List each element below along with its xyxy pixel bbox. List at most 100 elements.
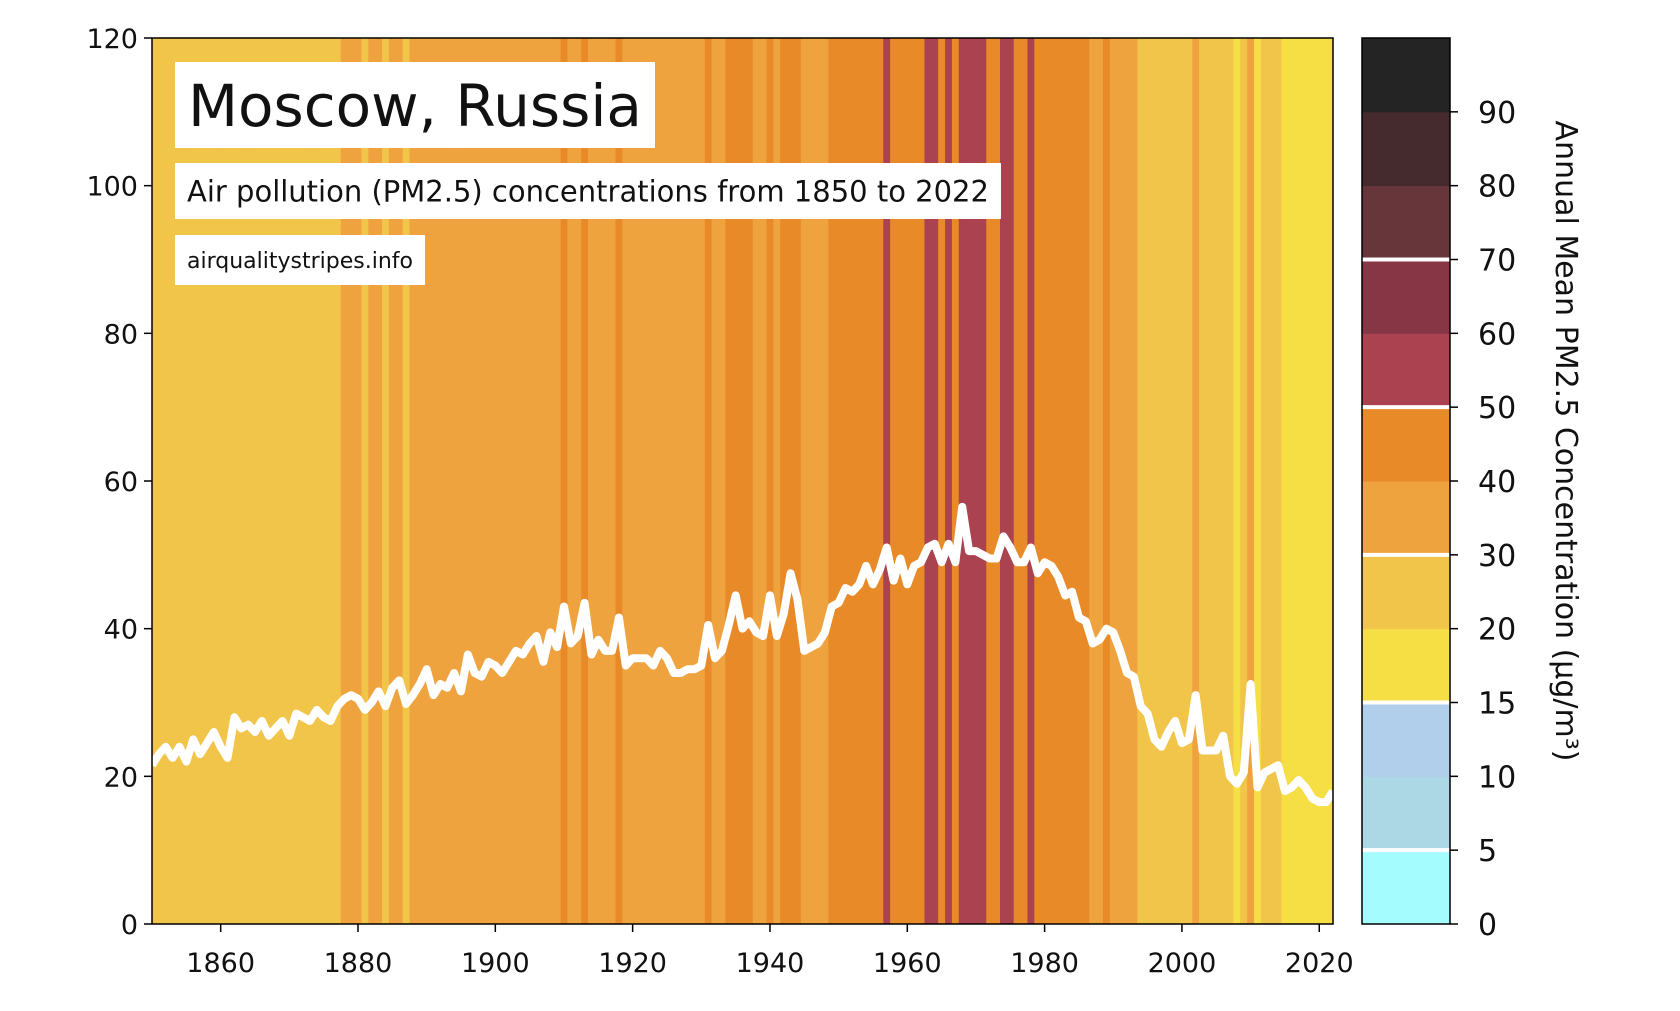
stripe <box>999 38 1008 924</box>
stripe <box>1178 38 1186 924</box>
x-tick-label: 1960 <box>873 948 942 979</box>
stripe <box>292 38 301 924</box>
stripe <box>787 38 795 924</box>
stripe <box>464 38 472 924</box>
stripe <box>354 38 363 924</box>
colorbar-segment <box>1362 185 1450 260</box>
stripe <box>697 38 706 924</box>
stripe <box>903 38 912 924</box>
stripe <box>182 38 191 924</box>
x-tick-label: 1920 <box>598 948 667 979</box>
stripe <box>883 38 891 924</box>
stripe <box>835 38 843 924</box>
y-tick-label: 100 <box>86 172 138 203</box>
stripe <box>395 38 404 924</box>
stripe <box>196 38 205 924</box>
stripe <box>169 38 177 924</box>
stripe <box>423 38 431 924</box>
stripe <box>958 38 967 924</box>
stripe <box>1041 38 1049 924</box>
stripe <box>320 38 328 924</box>
stripe <box>409 38 417 924</box>
stripe <box>862 38 871 924</box>
stripe <box>533 38 541 924</box>
colorbar-segment <box>1362 481 1450 556</box>
stripe <box>780 38 788 924</box>
stripe <box>1102 38 1111 924</box>
stripe <box>1226 38 1235 924</box>
colorbar-label: Annual Mean PM2.5 Concentration (µg/m³) <box>1548 121 1583 762</box>
stripe <box>656 38 665 924</box>
stripe <box>986 38 994 924</box>
stripe <box>299 38 308 924</box>
stripe <box>684 38 692 924</box>
stripe <box>848 38 857 924</box>
stripe <box>642 38 651 924</box>
y-tick-label: 80 <box>104 319 138 350</box>
stripe <box>1205 38 1214 924</box>
stripe <box>910 38 919 924</box>
stripe <box>752 38 761 924</box>
stripe <box>402 38 411 924</box>
stripe <box>251 38 260 924</box>
stripe <box>732 38 740 924</box>
stripe <box>491 38 500 924</box>
colorbar-tick-label: 60 <box>1478 317 1516 352</box>
stripe <box>1199 38 1207 924</box>
stripe <box>1048 38 1056 924</box>
stripe <box>1171 38 1180 924</box>
stripe <box>1034 38 1042 924</box>
stripe <box>1267 38 1276 924</box>
stripe <box>1233 38 1241 924</box>
stripe <box>258 38 266 924</box>
stripe <box>430 38 438 924</box>
stripe <box>1020 38 1029 924</box>
stripe <box>368 38 376 924</box>
stripe <box>519 38 527 924</box>
stripe <box>512 38 520 924</box>
stripe <box>1006 38 1015 924</box>
stripe <box>821 38 829 924</box>
stripe <box>890 38 898 924</box>
stripe <box>1212 38 1221 924</box>
stripe <box>1295 38 1303 924</box>
stripe <box>725 38 733 924</box>
stripe <box>663 38 672 924</box>
stripe <box>1130 38 1138 924</box>
stripe <box>443 38 452 924</box>
stripe <box>1116 38 1125 924</box>
stripe <box>306 38 314 924</box>
stripe <box>691 38 699 924</box>
stripe <box>814 38 823 924</box>
stripe <box>1089 38 1097 924</box>
stripe <box>1144 38 1152 924</box>
stripe <box>945 38 953 924</box>
x-tick-label: 1880 <box>324 948 393 979</box>
colorbar-tick-label: 0 <box>1478 908 1497 943</box>
stripe <box>189 38 198 924</box>
line-series <box>152 502 1333 807</box>
stripe <box>272 38 280 924</box>
stripe <box>773 38 781 924</box>
x-tick-label: 2020 <box>1285 948 1354 979</box>
stripe <box>416 38 424 924</box>
stripe <box>478 38 486 924</box>
stripe <box>162 38 170 924</box>
stripe <box>876 38 884 924</box>
stripe <box>1109 38 1118 924</box>
stripe <box>574 38 582 924</box>
colorbar-tick-label: 5 <box>1478 834 1497 869</box>
stripe <box>951 38 960 924</box>
stripe <box>704 38 713 924</box>
x-tick-label: 2000 <box>1148 948 1217 979</box>
chart-source-box <box>175 235 425 285</box>
stripe <box>828 38 836 924</box>
stripe <box>244 38 253 924</box>
stripe <box>498 38 507 924</box>
stripe <box>594 38 603 924</box>
stripe <box>1013 38 1022 924</box>
colorbar-segment <box>1362 407 1450 482</box>
stripe <box>766 38 774 924</box>
stripe <box>436 38 445 924</box>
colorbar-tick-label: 10 <box>1478 760 1516 795</box>
